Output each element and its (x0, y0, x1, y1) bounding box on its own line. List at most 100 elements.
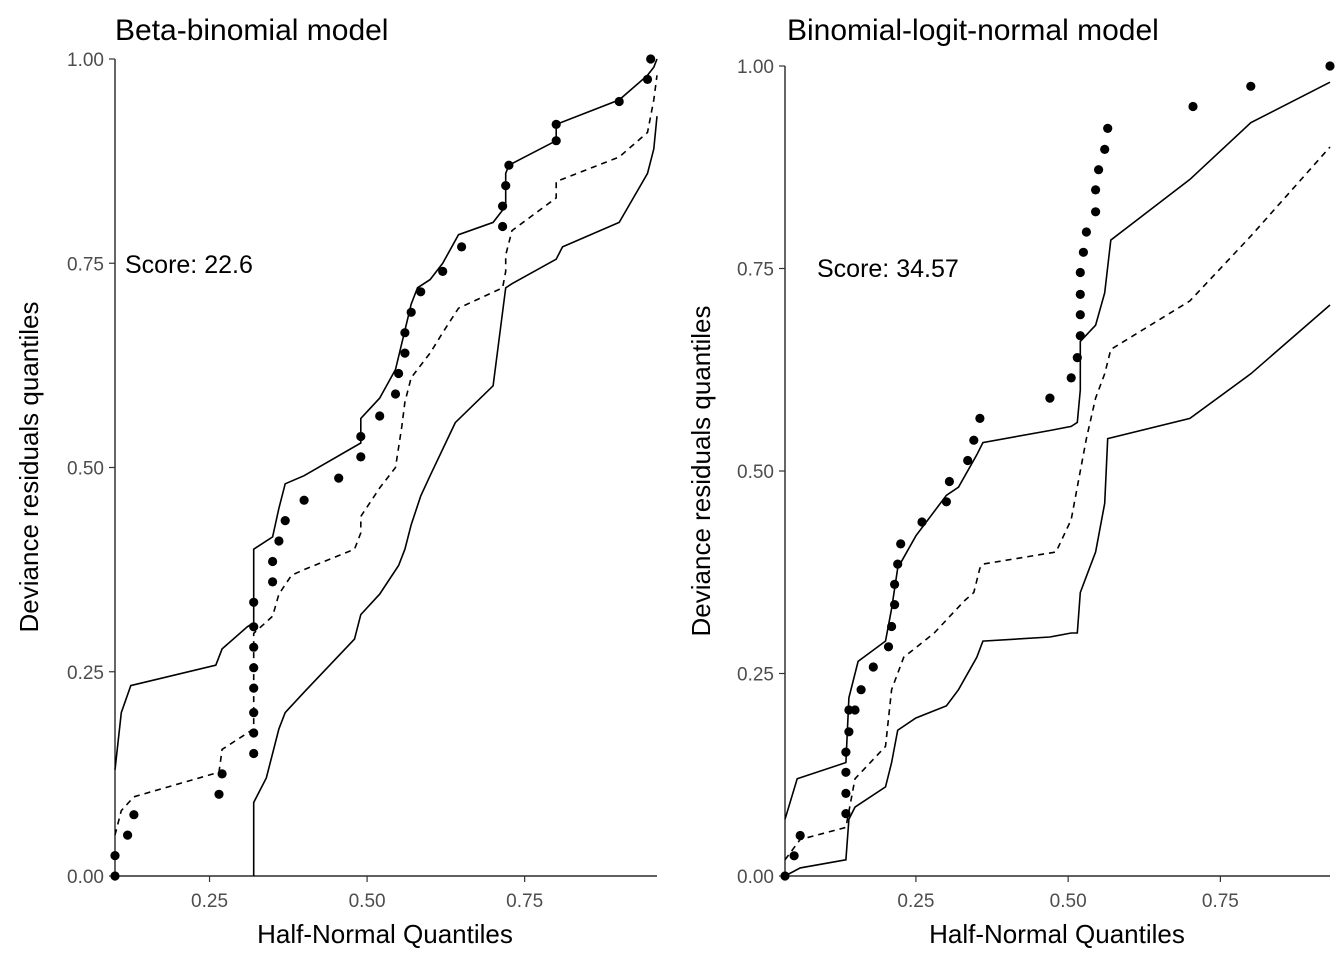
data-point (841, 747, 851, 757)
data-point (1325, 61, 1335, 71)
data-point (917, 517, 927, 527)
data-point (334, 473, 344, 483)
data-point (123, 830, 133, 840)
data-point (1246, 81, 1256, 91)
data-point (416, 287, 426, 297)
plot-area: 0.00 0.25 0.50 0.75 1.00 0.25 0.50 0.75 (737, 57, 1335, 912)
data-point (1100, 144, 1110, 154)
data-point (887, 621, 897, 632)
data-point (129, 810, 139, 820)
data-point (249, 683, 259, 693)
data-point (457, 242, 467, 252)
data-point (1072, 353, 1082, 363)
x-tick-label: 0.25 (897, 891, 934, 912)
x-axis-title: Half-Normal Quantiles (257, 919, 513, 949)
data-point (795, 830, 805, 841)
chart-title: Beta-binomial model (115, 14, 388, 47)
data-point (1075, 310, 1085, 320)
data-point (268, 577, 278, 587)
data-point (1075, 289, 1085, 299)
data-point (1075, 267, 1085, 278)
y-tick-label: 0.50 (737, 462, 774, 483)
data-point (498, 201, 508, 211)
median-envelope-line (114, 75, 658, 836)
data-point (400, 328, 410, 338)
y-tick-label: 0.00 (737, 867, 774, 888)
data-point (406, 307, 416, 317)
y-tick-label: 1.00 (67, 50, 104, 71)
data-point (249, 708, 259, 718)
data-point (249, 748, 259, 759)
data-point (400, 348, 410, 358)
x-tick-label: 0.75 (1202, 891, 1239, 912)
data-point (789, 851, 799, 861)
data-point (856, 685, 866, 695)
x-tick-label: 0.75 (506, 891, 543, 912)
x-tick-label: 0.50 (1050, 891, 1087, 912)
data-point (504, 160, 514, 170)
data-point (1091, 185, 1101, 195)
lower-envelope-line (252, 116, 658, 876)
x-tick-label: 0.50 (349, 891, 386, 912)
data-point (390, 389, 401, 399)
y-axis-title: Deviance residuals quantiles (686, 306, 716, 637)
data-point (944, 476, 955, 487)
y-tick-label: 0.75 (67, 254, 104, 275)
chart-title: Binomial-logit-normal model (787, 14, 1159, 47)
beta-binomial-panel: Beta-binomial model Deviance residuals q… (14, 14, 658, 949)
data-point (614, 96, 624, 107)
y-tick-label: 0.50 (67, 459, 104, 480)
data-point (356, 452, 366, 462)
data-point (890, 600, 900, 610)
data-point (375, 411, 385, 421)
data-point (890, 579, 900, 590)
score-annotation: Score: 22.6 (125, 251, 253, 279)
data-point (438, 266, 448, 276)
plot-area: 0.00 0.25 0.50 0.75 1.00 0.25 0.50 0.75 (67, 50, 658, 912)
data-point (356, 431, 366, 442)
upper-envelope-line (114, 58, 658, 770)
data-point (969, 435, 979, 445)
data-point (841, 767, 851, 777)
data-point (217, 769, 227, 779)
data-point (642, 74, 653, 84)
data-point (896, 539, 906, 549)
x-axis-title: Half-Normal Quantiles (929, 919, 1185, 949)
x-tick-label: 0.25 (191, 891, 228, 912)
data-point (551, 119, 561, 129)
data-point (249, 597, 259, 607)
data-point (501, 181, 511, 191)
data-point (110, 851, 120, 861)
data-point (249, 728, 259, 738)
data-point (551, 136, 561, 146)
data-point (274, 536, 284, 546)
data-point (841, 788, 851, 799)
y-axis-title: Deviance residuals quantiles (14, 302, 44, 633)
data-point (941, 497, 952, 507)
data-point (963, 455, 973, 466)
y-tick-label: 0.25 (67, 663, 104, 684)
data-point (850, 705, 860, 715)
data-point (498, 221, 508, 232)
data-point (249, 663, 259, 673)
data-point (1075, 331, 1085, 341)
score-annotation: Score: 34.57 (817, 255, 959, 283)
median-envelope-line (784, 146, 1331, 861)
data-point (1091, 207, 1101, 217)
data-point (394, 368, 404, 379)
y-tick-label: 0.00 (67, 867, 104, 888)
data-point (1094, 165, 1104, 175)
data-point (868, 662, 878, 672)
data-point (280, 516, 290, 526)
upper-envelope-line (784, 81, 1331, 820)
data-point (1045, 393, 1055, 403)
data-point (780, 871, 790, 881)
binomial-logit-normal-panel: Binomial-logit-normal model Deviance res… (686, 14, 1335, 949)
data-point (841, 809, 851, 819)
y-tick-label: 0.75 (737, 260, 774, 281)
data-point (844, 727, 854, 737)
data-point (1078, 247, 1088, 257)
y-tick-label: 0.25 (737, 665, 774, 686)
data-point (268, 556, 278, 567)
